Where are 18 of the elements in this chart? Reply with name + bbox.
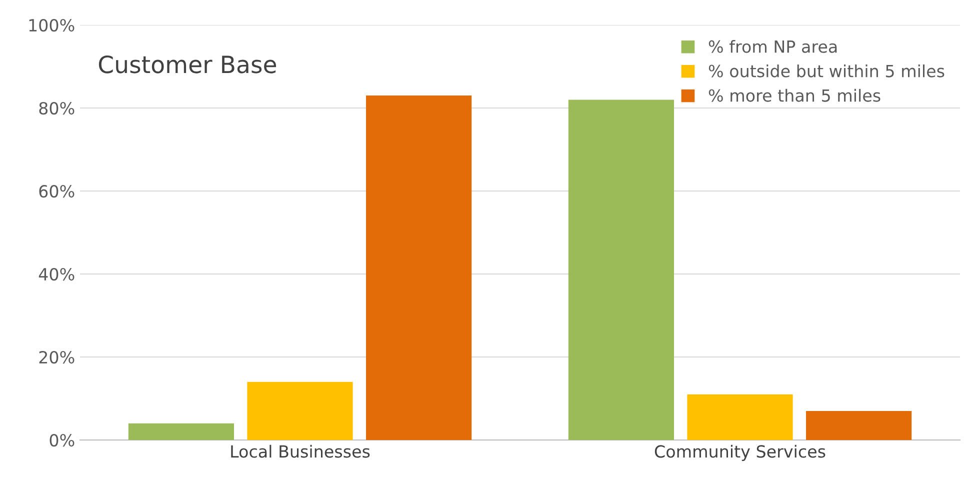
y-tick-label: 20% (39, 350, 74, 364)
y-tick-label: 100% (29, 18, 74, 32)
y-tick-label: 40% (38, 268, 74, 281)
text: Customer Base (98, 55, 276, 74)
bar (687, 394, 793, 440)
legend-label: % outside but within 5 miles (708, 64, 944, 78)
y-tick-label: 60% (39, 184, 74, 198)
legend-label: % more than 5 miles (708, 88, 880, 102)
y-tick-label: 0% (50, 434, 74, 447)
y-tick-label: 80% (39, 102, 74, 115)
bar (806, 410, 912, 440)
bar (568, 100, 674, 440)
bar (247, 382, 353, 440)
x-tick-label: Local Businesses (231, 444, 370, 458)
bar (128, 423, 234, 440)
bar (366, 96, 472, 440)
legend-label: % from NP area (708, 40, 837, 53)
x-tick-label: Community Services (654, 444, 826, 461)
